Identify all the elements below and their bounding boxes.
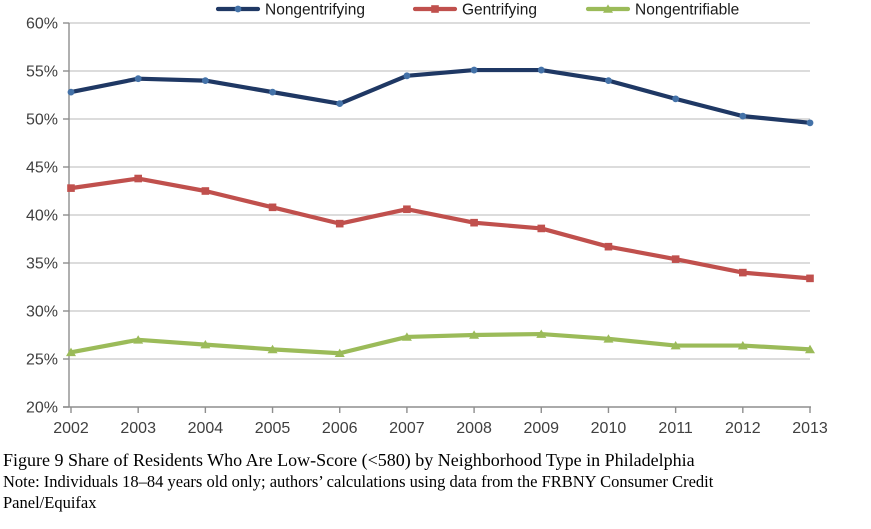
line-chart: 20% 25% 30% 35% 40% 45% 50% 55% 60% 2002 2003 2004 2… [26,2,828,438]
y-tick-label: 55% [26,64,58,81]
y-tick-label: 40% [26,208,58,225]
series-marker-gentrifying [739,268,747,277]
series-marker-nongentrifiable [469,330,480,339]
series-marker-gentrifying [268,203,277,212]
series-marker-nongentrifying [470,66,478,74]
x-tick-label: 2013 [792,420,828,437]
y-tick-label: 45% [26,160,58,177]
series-marker-nongentrifiable [536,329,547,338]
x-tick-label: 2003 [120,420,156,437]
y-tick-label: 35% [26,256,58,273]
y-tick-label: 60% [26,16,58,33]
x-tick-label: 2008 [456,420,492,437]
series-marker-gentrifying [67,184,75,192]
series-marker-nongentrifying [134,75,142,83]
series-line-nongentrifying [68,67,813,125]
figure-note-line-2: Panel/Equifax [3,493,97,512]
x-tick-label: 2009 [523,420,559,437]
caption-block: Figure 9 Share of Residents Who Are Low-… [3,449,868,513]
series-marker-gentrifying [134,174,142,183]
series-marker-nongentrifying [537,66,545,74]
series-marker-nongentrifying [201,77,209,84]
series-marker-nongentrifying [605,77,612,84]
series-marker-gentrifying [335,219,344,228]
figure-note-line-1: Note: Individuals 18–84 years old only; … [3,472,714,491]
legend-marker-nongentrifiable [603,4,613,13]
y-tick-label: 50% [26,112,58,129]
series-marker-nongentrifying [269,88,276,96]
y-tick-label: 25% [26,352,58,369]
x-tick-label: 2004 [188,420,224,437]
series-marker-nongentrifiable [805,344,815,354]
series-marker-gentrifying [403,205,411,214]
series-marker-gentrifying [604,242,613,251]
series-marker-gentrifying [806,274,814,283]
legend-label-gentrifying: Gentrifying [462,2,537,19]
series-line-gentrifying [68,176,813,281]
series-marker-nongentrifiable [66,347,76,357]
series-marker-nongentrifying [739,112,747,120]
series-marker-nongentrifiable [603,334,614,343]
series-marker-gentrifying [201,187,210,195]
series-marker-nongentrifying [336,100,344,108]
series-marker-gentrifying [537,224,546,233]
series-marker-gentrifying [671,255,680,263]
x-tick-label: 2006 [322,420,358,437]
x-tick-label: 2005 [255,420,291,437]
series-marker-nongentrifiable [401,332,412,341]
chart-canvas: 20% 25% 30% 35% 40% 45% 50% 55% 60% 2002 2003 2004 2… [26,2,828,438]
x-tick-label: 2002 [53,420,89,437]
series-marker-gentrifying [470,218,478,227]
series-marker-nongentrifiable [737,340,748,350]
legend-marker-nongentrifying [234,5,242,13]
x-tick-label: 2011 [658,420,693,437]
series-marker-nongentrifiable [670,340,681,350]
x-tick-label: 2007 [389,420,425,437]
y-tick-label: 20% [26,400,58,417]
series-marker-nongentrifiable [133,335,144,344]
x-tick-label: 2012 [725,420,761,437]
series-marker-nongentrifiable [200,340,211,349]
legend-marker-gentrifying [431,5,439,13]
y-tick-label: 30% [26,304,58,321]
figure-caption: Figure 9 Share of Residents Who Are Low-… [3,450,695,470]
legend-label-nongentrifiable: Nongentrifiable [635,2,739,19]
series-marker-nongentrifying [806,119,814,127]
legend-label-nongentrifying: Nongentrifying [265,2,365,19]
series-marker-nongentrifiable [267,344,278,354]
series-line-nongentrifiable [68,331,813,356]
series-marker-nongentrifying [67,88,75,96]
series-marker-nongentrifying [403,72,411,80]
series-marker-nongentrifying [672,95,680,103]
x-tick-label: 2010 [591,420,627,437]
series-marker-nongentrifiable [334,348,345,358]
